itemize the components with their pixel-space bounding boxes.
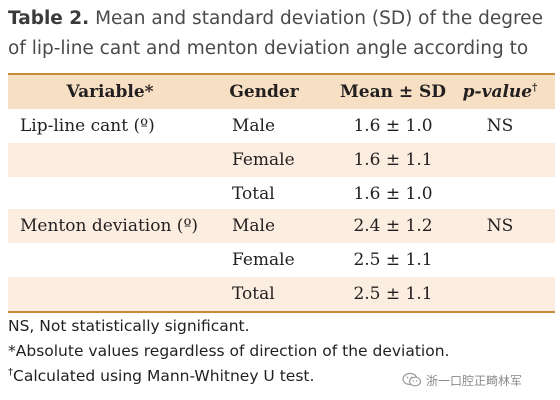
cell-p-value (452, 177, 548, 211)
cell-p-value (452, 243, 548, 277)
footnote-ns: NS, Not statistically significant. (8, 317, 250, 335)
table-top-rule (8, 73, 555, 75)
table-caption-label: Table 2. (8, 8, 90, 29)
cell-gender: Total (232, 184, 275, 204)
table-row: Total 1.6 ± 1.0 (8, 177, 555, 211)
header-variable: Variable* (66, 82, 154, 102)
table-row: Total 2.5 ± 1.1 (8, 277, 555, 311)
cell-mean-sd: 2.5 ± 1.1 (353, 250, 433, 270)
table-header-row: Variable* Gender Mean ± SD p-value† (8, 75, 555, 109)
cell-p-value (452, 143, 548, 177)
header-p-value-mark: † (532, 82, 538, 94)
cell-gender: Male (232, 116, 276, 136)
footnote-mann-whitney: †Calculated using Mann-Whitney U test. (8, 364, 556, 389)
cell-variable: Menton deviation (º) (20, 216, 199, 236)
watermark: 浙一口腔正畸林军 (402, 369, 522, 391)
table-bottom-rule (8, 311, 555, 313)
header-p-value-label: p-value (462, 82, 533, 102)
footnote-absolute: *Absolute values regardless of direction… (8, 342, 450, 360)
cell-mean-sd: 2.4 ± 1.2 (353, 216, 433, 236)
wechat-icon (402, 372, 422, 387)
cell-mean-sd: 2.5 ± 1.1 (353, 284, 433, 304)
table-row: Female 1.6 ± 1.1 (8, 143, 555, 177)
table-footnotes: NS, Not statistically significant. *Abso… (8, 314, 556, 389)
cell-p-value (452, 277, 548, 311)
table-row: Menton deviation (º) Male 2.4 ± 1.2 NS (8, 209, 555, 243)
cell-mean-sd: 1.6 ± 1.1 (353, 150, 433, 170)
cell-gender: Male (232, 216, 276, 236)
cell-gender: Female (232, 150, 295, 170)
cell-gender: Female (232, 250, 295, 270)
cell-variable: Lip-line cant (º) (20, 116, 155, 136)
cell-mean-sd: 1.6 ± 1.0 (353, 184, 433, 204)
watermark-text: 浙一口腔正畸林军 (426, 373, 523, 388)
header-mean-sd: Mean ± SD (339, 82, 447, 102)
table-row: Lip-line cant (º) Male 1.6 ± 1.0 NS (8, 109, 555, 143)
table-row: Female 2.5 ± 1.1 (8, 243, 555, 277)
cell-gender: Total (232, 284, 275, 304)
header-p-value: p-value† (452, 75, 548, 109)
cell-p-value: NS (486, 216, 514, 236)
cell-p-value: NS (486, 116, 514, 136)
cell-mean-sd: 1.6 ± 1.0 (353, 116, 433, 136)
footnote-mann-mark: † (8, 366, 13, 378)
header-gender: Gender (229, 82, 299, 102)
footnote-mann-text: Calculated using Mann-Whitney U test. (13, 367, 315, 385)
